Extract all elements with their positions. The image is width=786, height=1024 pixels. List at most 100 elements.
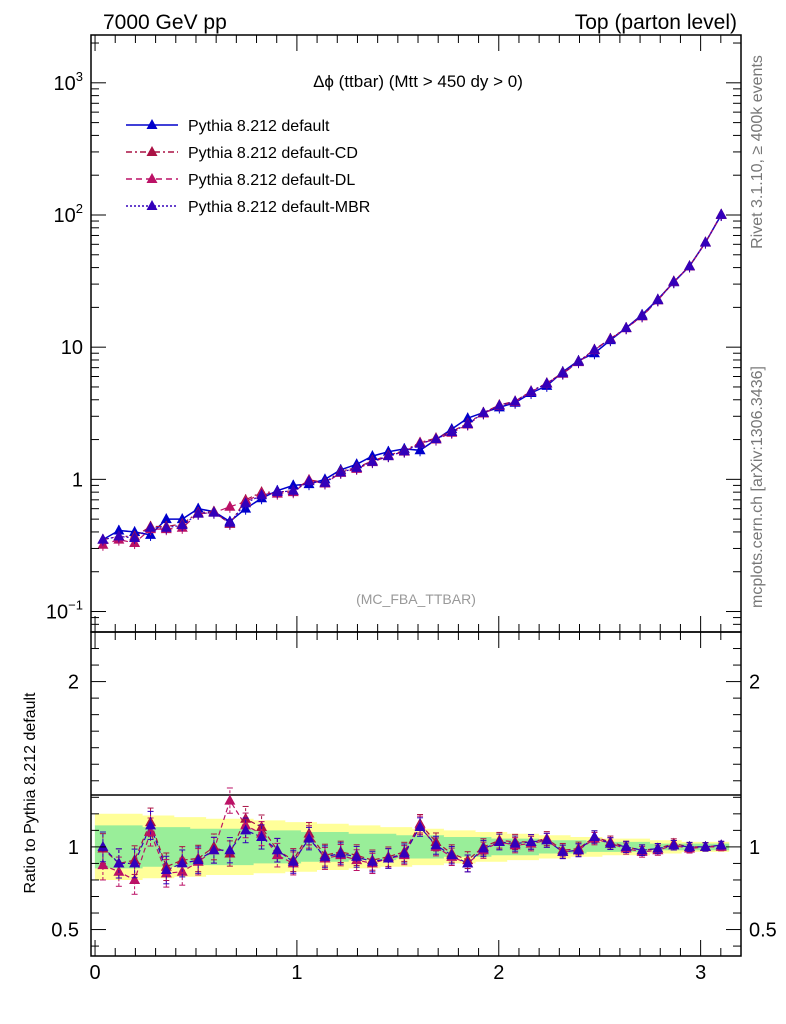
data-point (557, 367, 569, 378)
ratio-point (462, 857, 474, 868)
ratio-y-axis: 0.5 0.5 1 1 2 2 (51, 648, 777, 947)
ratio-series-line (102, 817, 722, 868)
data-point (636, 310, 648, 321)
data-point (652, 294, 664, 305)
watermark-label: (MC_FBA_TTBAR) (356, 591, 476, 607)
data-point (509, 395, 521, 406)
data-point (430, 432, 442, 443)
legend: Pythia 8.212 default Pythia 8.212 default… (126, 118, 370, 216)
data-point (160, 513, 172, 524)
ratio-point (160, 864, 172, 875)
header-right-label: Top (parton level) (575, 11, 737, 34)
data-point (366, 455, 378, 466)
data-point (398, 445, 410, 456)
ratio-point (477, 842, 489, 853)
data-point (351, 461, 363, 472)
ratio-point (509, 837, 521, 848)
ratio-point (366, 855, 378, 866)
main-x-axis (94, 35, 742, 632)
data-point (319, 476, 331, 487)
ratio-point (525, 835, 537, 846)
data-point (462, 412, 474, 423)
y-tick-label: 10 (61, 337, 83, 359)
data-point (176, 519, 188, 530)
ratio-point (240, 824, 252, 835)
header-left-label: 7000 GeV pp (103, 11, 227, 34)
y-tick-label: 1 (68, 837, 79, 859)
data-point (287, 484, 299, 495)
legend-marker (146, 173, 158, 183)
data-point (224, 516, 236, 527)
ratio-point (208, 844, 220, 855)
data-point (97, 533, 109, 544)
x-tick-label: 1 (291, 962, 302, 984)
ratio-point (684, 840, 696, 851)
ratio-point (398, 847, 410, 858)
ratio-panel: 0.5 0.5 1 1 2 2 0 1 2 3 Ratio to Pythia 8.212 de… (22, 631, 777, 984)
data-point (414, 437, 426, 448)
data-point (715, 208, 727, 219)
data-point (446, 426, 458, 437)
y-tick-label: 0.5 (51, 920, 79, 942)
ratio-point (335, 847, 347, 858)
series-line (102, 214, 722, 541)
data-point (477, 406, 489, 417)
y-tick-label: 1 (72, 469, 83, 491)
ratio-point (319, 850, 331, 861)
ratio-point (430, 839, 442, 850)
data-point (462, 418, 474, 429)
ratio-point (129, 873, 141, 884)
legend-entry: Pythia 8.212 default-DL (188, 172, 355, 189)
ratio-series-line (102, 823, 722, 871)
ratio-point (715, 839, 727, 850)
data-point (573, 355, 584, 366)
data-point (684, 260, 696, 271)
ratio-point (97, 840, 109, 851)
x-tick-label: 3 (695, 962, 706, 984)
ratio-point (351, 850, 363, 861)
main-panel: 10−1 1 10 102 103 Δϕ (ttbar) (Mtt > 450 dy >… (46, 34, 742, 633)
series-line (102, 214, 722, 546)
data-point (240, 497, 252, 508)
y-tick-label: 102 (54, 201, 83, 227)
ratio-point (446, 849, 458, 860)
rivet-label: Rivet 3.1.10, ≥ 400k events (749, 55, 766, 249)
x-tick-label: 0 (89, 962, 100, 984)
y-tick-label: 2 (68, 672, 79, 694)
ratio-point (256, 830, 268, 841)
series-line (102, 214, 722, 541)
ratio-point (224, 844, 236, 855)
ratio-point (382, 852, 394, 863)
ratio-frame (90, 631, 742, 957)
uncertainty-band-inner (94, 825, 730, 869)
data-point (335, 466, 347, 477)
data-point (224, 500, 236, 511)
ratio-point (176, 857, 188, 868)
legend-marker (146, 119, 158, 129)
data-point (668, 275, 680, 286)
data-point (145, 521, 157, 532)
ratio-series-layer (97, 787, 727, 895)
data-point (208, 506, 220, 517)
ratio-y-axis-label: Ratio to Pythia 8.212 default (22, 692, 39, 894)
legend-marker (146, 200, 158, 210)
data-point (256, 489, 268, 500)
mcplots-label: mcplots.cern.ch [arXiv:1306.3436] (749, 366, 766, 608)
ratio-point (557, 845, 569, 856)
ratio-point (271, 844, 283, 855)
x-tick-label: 2 (493, 962, 504, 984)
data-point (525, 385, 537, 396)
series-line (102, 214, 722, 541)
data-point (113, 524, 125, 535)
legend-entry: Pythia 8.212 default-MBR (188, 199, 370, 216)
ratio-bands (94, 813, 730, 880)
ratio-point (699, 840, 711, 851)
data-point (699, 236, 711, 247)
ratio-point (129, 857, 141, 868)
main-series-layer (97, 208, 727, 551)
data-point (271, 486, 283, 497)
data-point (541, 377, 553, 388)
data-point (382, 450, 394, 461)
data-point (588, 343, 600, 354)
